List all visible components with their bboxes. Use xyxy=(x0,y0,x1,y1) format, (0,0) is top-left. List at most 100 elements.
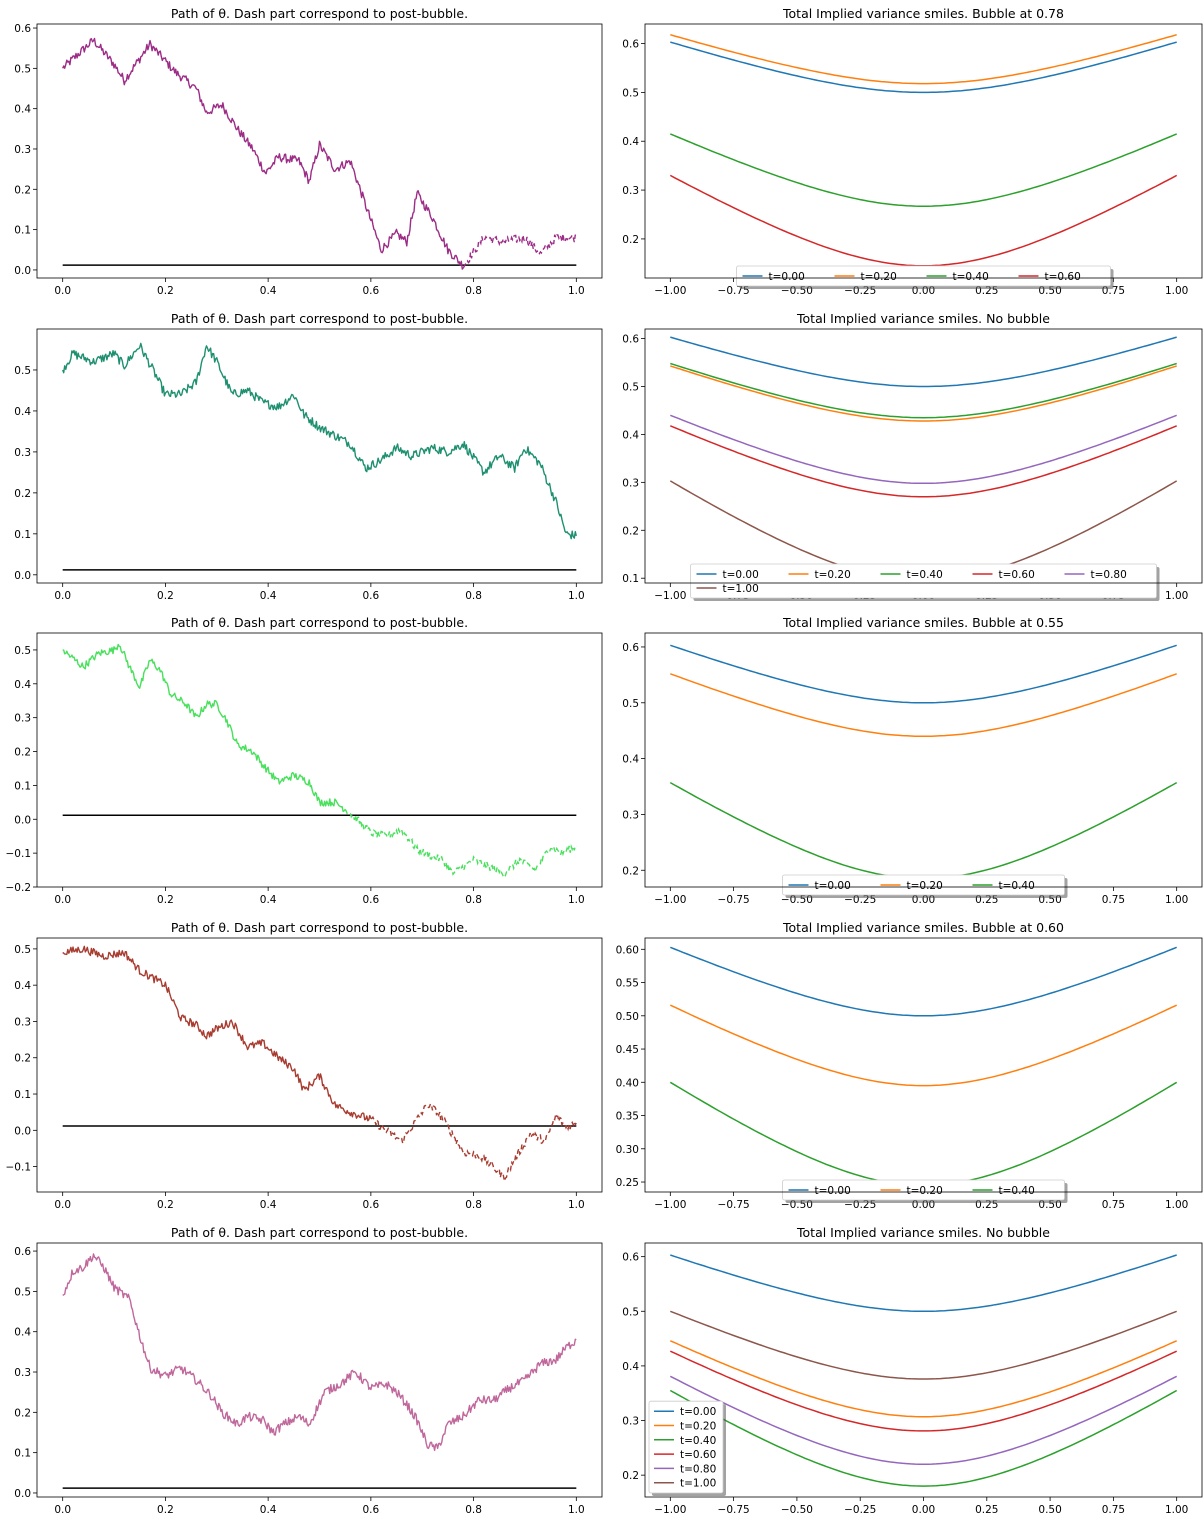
legend-label: t=0.80 xyxy=(680,1463,716,1475)
y-tick-label: 0.0 xyxy=(14,814,31,826)
y-tick-label: 0.3 xyxy=(14,447,31,459)
y-tick-label: 0.1 xyxy=(14,1448,31,1460)
y-tick-label: 0.3 xyxy=(622,1416,639,1428)
y-tick-label: 0.6 xyxy=(622,334,639,346)
axes-frame xyxy=(644,632,1203,888)
x-tick-label: 0.6 xyxy=(363,285,380,297)
x-tick-label: 0.2 xyxy=(157,590,174,602)
legend-label: t=0.00 xyxy=(815,880,851,892)
legend-label: t=1.00 xyxy=(723,583,759,595)
x-tick-label: −0.75 xyxy=(718,894,750,906)
y-tick-label: 0.55 xyxy=(616,978,639,990)
legend-label: t=0.20 xyxy=(815,569,851,581)
legend-label: t=0.80 xyxy=(1091,569,1127,581)
y-tick-label: 0.3 xyxy=(14,1367,31,1379)
series-line-t=0.80 xyxy=(669,1375,1178,1465)
x-tick-label: 0.0 xyxy=(54,590,71,602)
y-tick-label: 0.4 xyxy=(622,429,639,441)
legend-label: t=0.40 xyxy=(907,569,943,581)
series-line-t=0.20 xyxy=(670,33,1177,85)
x-tick-label: −0.25 xyxy=(844,1504,876,1516)
legend-label: t=0.40 xyxy=(953,271,989,283)
series-line-t=0.20 xyxy=(669,1004,1178,1087)
y-tick-label: 0.5 xyxy=(14,63,31,75)
x-tick-label: 0.8 xyxy=(465,590,482,602)
y-tick-label: 0.45 xyxy=(616,1044,639,1056)
legend-label: t=0.00 xyxy=(769,271,805,283)
axes-frame xyxy=(36,328,603,584)
legend: t=0.00 t=0.20 t=0.40 xyxy=(782,1179,1068,1203)
legend-label: t=0.20 xyxy=(907,880,943,892)
x-tick-label: 0.8 xyxy=(465,894,482,906)
series-line-t=0.60 xyxy=(669,174,1178,267)
y-tick-label: 0.5 xyxy=(14,645,31,657)
y-tick-label: 0.6 xyxy=(622,1252,639,1264)
theta-path-post-bubble-line xyxy=(370,1102,577,1184)
x-tick-label: 0.4 xyxy=(260,894,277,906)
y-tick-label: 0.6 xyxy=(14,23,31,35)
axes-frame xyxy=(36,632,603,888)
x-tick-label: 0.2 xyxy=(157,894,174,906)
smile-chart-0: Total Implied variance smiles. Bubble at… xyxy=(622,6,1203,297)
x-tick-label: 1.0 xyxy=(568,590,585,602)
theta-path-post-bubble-line xyxy=(462,233,577,269)
series-line-t=0.00 xyxy=(670,644,1177,704)
legend-label: t=0.40 xyxy=(999,880,1035,892)
y-tick-label: 0.3 xyxy=(14,713,31,725)
path-chart-0: Path of θ. Dash part correspond to post-… xyxy=(14,6,603,297)
series-line-t=0.00 xyxy=(670,1254,1177,1313)
x-tick-label: 1.00 xyxy=(1165,894,1188,906)
legend-label: t=0.20 xyxy=(680,1421,716,1433)
x-tick-label: 0.75 xyxy=(1102,1199,1125,1211)
y-tick-label: 0.6 xyxy=(14,1246,31,1258)
y-tick-label: −0.1 xyxy=(6,848,32,860)
series-line-t=0.80 xyxy=(670,414,1177,485)
x-tick-label: 0.2 xyxy=(157,1199,174,1211)
x-tick-label: 0.4 xyxy=(260,1504,277,1516)
axes-frame xyxy=(644,937,1203,1193)
theta-path-line xyxy=(62,643,346,813)
series-line-t=0.40 xyxy=(669,1081,1178,1187)
chart-title: Total Implied variance smiles. Bubble at… xyxy=(782,6,1064,21)
y-tick-label: 0.2 xyxy=(14,747,31,759)
legend-label: t=0.00 xyxy=(680,1406,716,1418)
x-tick-label: 0.75 xyxy=(1102,894,1125,906)
axes-frame xyxy=(644,328,1203,584)
chart-title: Total Implied variance smiles. Bubble at… xyxy=(782,615,1064,630)
y-tick-label: 0.5 xyxy=(622,1306,639,1318)
x-tick-label: −1.00 xyxy=(654,590,686,602)
y-tick-label: 0.3 xyxy=(14,144,31,156)
chart-title: Path of θ. Dash part correspond to post-… xyxy=(171,615,468,630)
y-tick-label: 0.6 xyxy=(622,642,639,654)
y-tick-label: 0.40 xyxy=(616,1077,639,1089)
y-tick-label: 0.0 xyxy=(14,1488,31,1500)
y-tick-label: 0.2 xyxy=(14,488,31,500)
x-tick-label: 0.4 xyxy=(260,590,277,602)
chart-title: Total Implied variance smiles. Bubble at… xyxy=(782,920,1064,935)
y-tick-label: 0.5 xyxy=(622,698,639,710)
y-tick-label: 0.2 xyxy=(622,865,639,877)
chart-title: Path of θ. Dash part correspond to post-… xyxy=(171,6,468,21)
y-tick-label: 0.3 xyxy=(622,809,639,821)
legend-label: t=1.00 xyxy=(680,1478,716,1490)
legend-label: t=0.60 xyxy=(1045,271,1081,283)
x-tick-label: 0.0 xyxy=(54,1504,71,1516)
y-tick-label: 0.2 xyxy=(14,184,31,196)
smile-chart-2: Total Implied variance smiles. Bubble at… xyxy=(622,615,1203,906)
axes-frame xyxy=(36,23,603,279)
theta-path-post-bubble-line xyxy=(344,808,577,879)
y-tick-label: 0.2 xyxy=(14,1053,31,1065)
y-tick-label: 0.4 xyxy=(622,754,639,766)
y-tick-label: 0.4 xyxy=(622,136,639,148)
x-tick-label: 0.2 xyxy=(157,1504,174,1516)
y-tick-label: 0.3 xyxy=(622,185,639,197)
y-tick-label: 0.1 xyxy=(14,780,31,792)
x-tick-label: 0.2 xyxy=(157,285,174,297)
x-tick-label: 1.0 xyxy=(568,1199,585,1211)
y-tick-label: 0.30 xyxy=(616,1144,639,1156)
x-tick-label: 1.00 xyxy=(1165,285,1188,297)
series-line-t=0.20 xyxy=(670,673,1177,738)
x-tick-label: 0.00 xyxy=(912,1504,935,1516)
legend-label: t=0.40 xyxy=(680,1435,716,1447)
